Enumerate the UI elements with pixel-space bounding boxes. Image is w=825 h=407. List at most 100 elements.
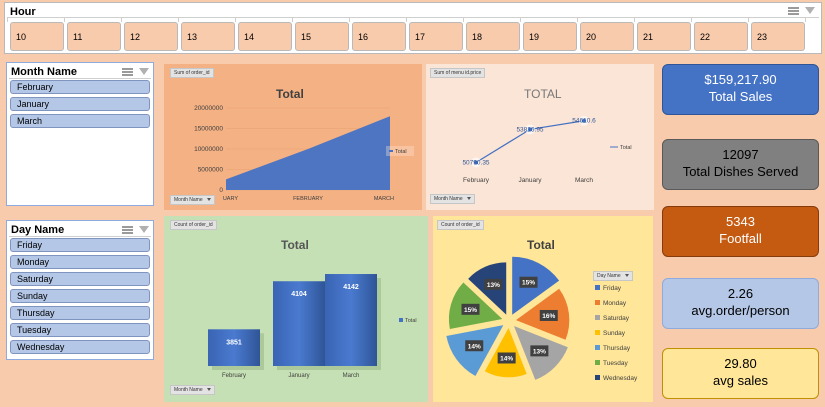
legend-swatch [595, 330, 600, 335]
x-tick-label: February [222, 373, 246, 379]
kpi-value: 5343 [726, 214, 755, 229]
bar-axis-button[interactable]: Month Name [170, 385, 215, 395]
data-label: 50790.35 [462, 159, 489, 166]
line-chart-panel: Sum of menu id.price TOTAL 50790.35 53816… [426, 64, 654, 210]
line-point [474, 160, 478, 165]
legend-label: Monday [603, 300, 627, 307]
month-name-slicer: Month Name February January March [6, 62, 154, 206]
legend-swatch [399, 318, 403, 322]
legend-label: Total [395, 149, 407, 155]
clear-filter-icon[interactable] [805, 7, 815, 14]
hour-item-13[interactable]: 13 [181, 22, 235, 51]
slicer-ruler [7, 17, 819, 22]
legend-swatch [595, 345, 600, 350]
hour-slicer: Hour 10 11 12 13 14 15 16 17 18 19 20 21 22 23 [4, 2, 822, 54]
legend-swatch [595, 360, 600, 365]
x-tick-label: January [288, 373, 309, 379]
x-tick-label: March [343, 373, 360, 379]
total-sales-card: $159,217.90 Total Sales [662, 64, 819, 115]
legend-box [386, 146, 414, 156]
day-item-tuesday[interactable]: Tuesday [10, 323, 150, 337]
kpi-label: Footfall [719, 231, 762, 246]
area-field-label[interactable]: Sum of order_id [170, 68, 214, 78]
day-item-saturday[interactable]: Saturday [10, 272, 150, 286]
hour-item-11[interactable]: 11 [67, 22, 121, 51]
x-tick-label: February [463, 177, 490, 184]
data-label-box [484, 278, 503, 290]
data-label-box [465, 340, 484, 352]
line-chart-title: TOTAL [524, 87, 562, 101]
hour-item-22[interactable]: 22 [694, 22, 748, 51]
avg-order-card: 2.26 avg.order/person [662, 278, 819, 329]
x-tick-label: January [518, 177, 542, 184]
kpi-value: 2.26 [727, 286, 754, 301]
data-label: 53816.95 [516, 126, 543, 133]
x-tick-label: MARCH [374, 196, 394, 202]
clear-filter-icon[interactable] [139, 226, 149, 233]
footfall-card: 5343 Footfall [662, 206, 819, 257]
legend-swatch [595, 285, 600, 290]
hour-item-20[interactable]: 20 [580, 22, 634, 51]
multi-select-icon[interactable] [788, 6, 799, 16]
hour-item-19[interactable]: 19 [523, 22, 577, 51]
kpi-label: Total Dishes Served [682, 164, 799, 179]
day-item-thursday[interactable]: Thursday [10, 306, 150, 320]
hour-item-17[interactable]: 17 [409, 22, 463, 51]
legend-label: Saturday [603, 315, 630, 322]
slicer-ruler [9, 236, 151, 241]
line-axis-button[interactable]: Month Name [430, 194, 475, 204]
area-series-total [226, 116, 390, 190]
legend-swatch [595, 300, 600, 305]
legend-label: Total [405, 318, 417, 324]
bar-march [325, 274, 377, 366]
hour-item-12[interactable]: 12 [124, 22, 178, 51]
data-label: 16% [542, 313, 555, 320]
bar-field-label[interactable]: Count of order_id [170, 220, 217, 230]
clear-filter-icon[interactable] [139, 68, 149, 75]
legend-label: Wednesday [603, 375, 638, 382]
hour-item-15[interactable]: 15 [295, 22, 349, 51]
pie-chart-panel: Count of order_id Total 15% 16% 13% 14% 14% 1… [433, 216, 653, 402]
legend-swatch [595, 375, 600, 380]
bar-chart: 3851 February 4104 January 4142 March Total [208, 274, 417, 379]
area-chart: 0 5000000 10000000 15000000 20000000 UARY FEBR… [194, 105, 414, 202]
pie-field-label[interactable]: Count of order_id [437, 220, 484, 230]
pie-chart: 15% 16% 13% 14% 14% 15% 13% Friday Monday Saturda… [446, 256, 638, 382]
multi-select-icon[interactable] [122, 225, 133, 235]
line-field-label[interactable]: Sum of menu id.price [430, 68, 486, 78]
y-tick-label: 15000000 [194, 126, 223, 133]
y-tick-label: 10000000 [194, 146, 223, 153]
legend-label: Thursday [603, 345, 631, 352]
data-label: 13% [487, 282, 500, 289]
hour-item-14[interactable]: 14 [238, 22, 292, 51]
hour-item-18[interactable]: 18 [466, 22, 520, 51]
hour-item-21[interactable]: 21 [637, 22, 691, 51]
total-dishes-card: 12097 Total Dishes Served [662, 139, 819, 190]
data-label: 15% [464, 307, 477, 314]
day-item-wednesday[interactable]: Wednesday [10, 340, 150, 354]
data-label-box [530, 345, 549, 357]
day-item-sunday[interactable]: Sunday [10, 289, 150, 303]
month-item-march[interactable]: March [10, 114, 150, 128]
area-axis-button[interactable]: Month Name [170, 195, 215, 205]
data-label-box [497, 352, 516, 364]
x-tick-label: UARY [223, 196, 239, 202]
legend-swatch [595, 315, 600, 320]
pie-legend-button[interactable]: Day Name [593, 271, 633, 281]
day-item-friday[interactable]: Friday [10, 238, 150, 252]
y-tick-label: 0 [219, 187, 223, 194]
multi-select-icon[interactable] [122, 67, 133, 77]
data-label: 4142 [343, 284, 359, 291]
line-chart: 50790.35 53816.95 54610.6 February January Ma… [462, 115, 632, 184]
month-item-january[interactable]: January [10, 97, 150, 111]
legend-swatch [389, 150, 393, 152]
month-slicer-title: Month Name [11, 66, 77, 78]
hour-item-16[interactable]: 16 [352, 22, 406, 51]
data-label-box [519, 276, 538, 288]
hour-item-10[interactable]: 10 [10, 22, 64, 51]
month-item-february[interactable]: February [10, 80, 150, 94]
data-label-box [539, 309, 558, 321]
hour-item-23[interactable]: 23 [751, 22, 805, 51]
day-item-monday[interactable]: Monday [10, 255, 150, 269]
day-slicer-title: Day Name [11, 224, 65, 236]
